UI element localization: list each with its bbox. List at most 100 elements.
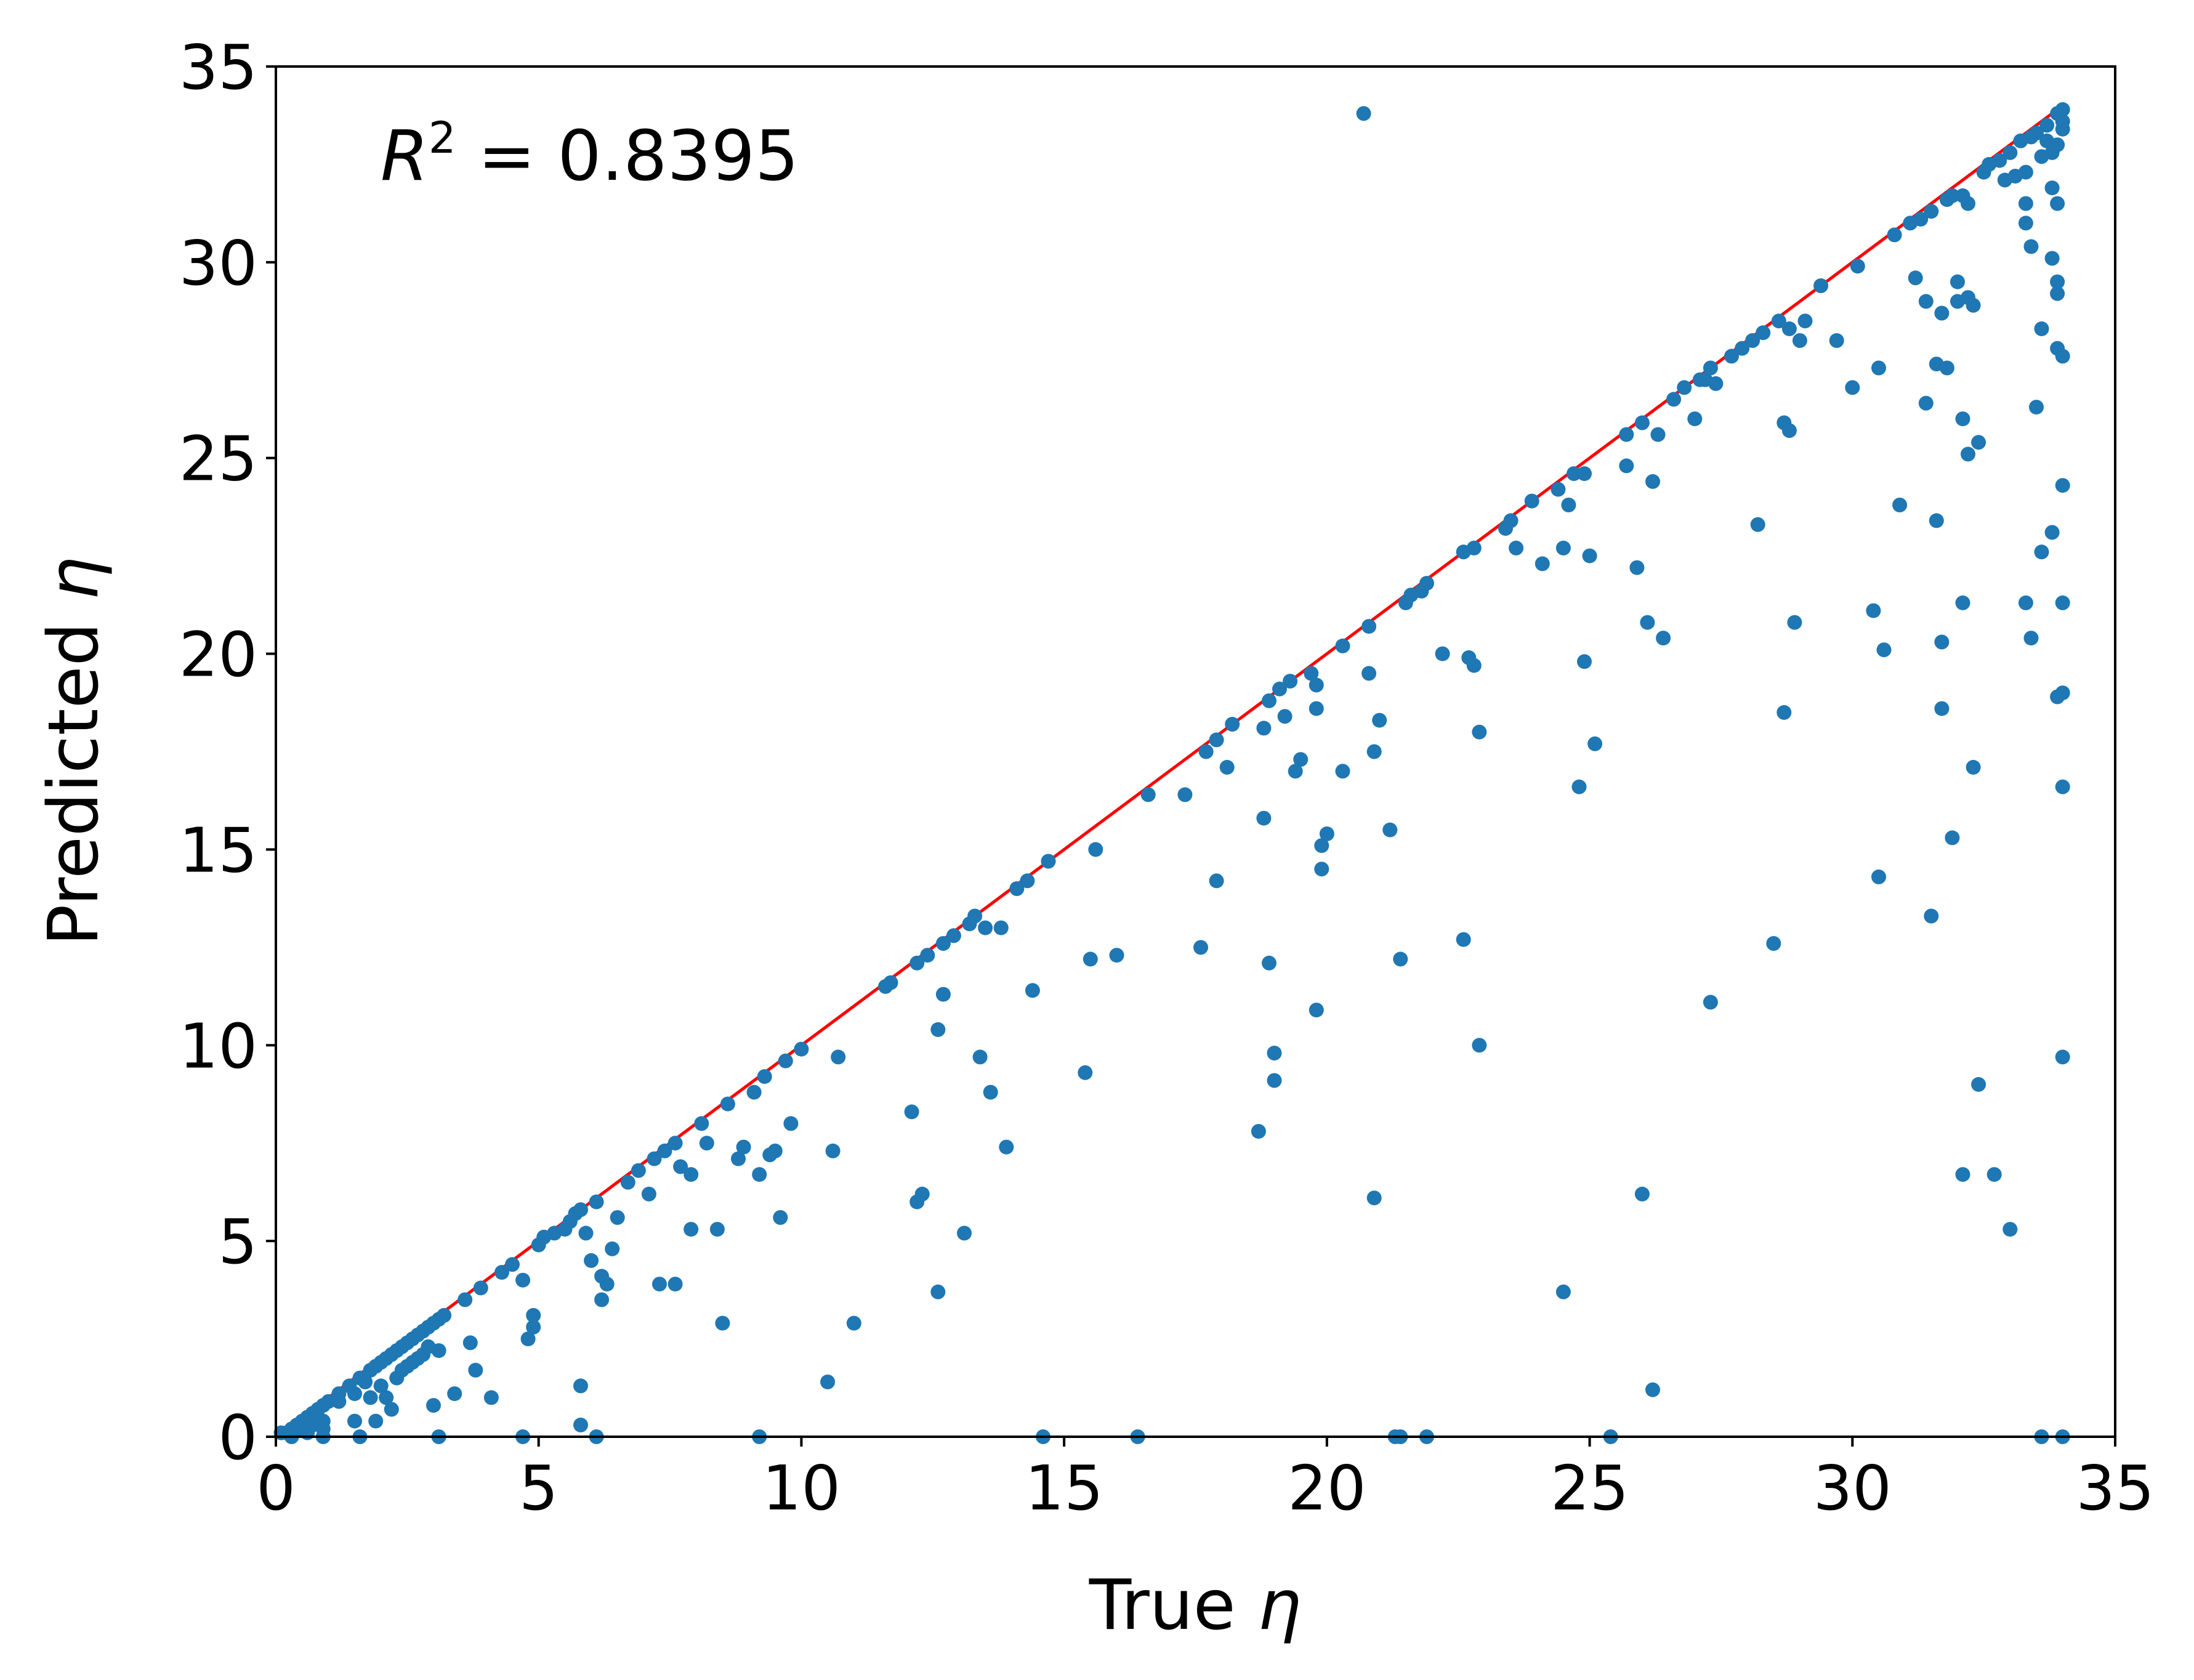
data-point (1524, 493, 1539, 509)
data-point (1288, 764, 1303, 779)
data-point (1025, 983, 1040, 998)
data-point (909, 955, 925, 971)
data-point (731, 1151, 746, 1166)
data-point (1267, 1046, 1282, 1060)
data-point (983, 1084, 998, 1100)
data-point (1687, 411, 1703, 427)
data-point (1777, 705, 1792, 720)
data-point (347, 1386, 362, 1402)
y-axis-label-text: Predicted (34, 622, 114, 946)
data-point (1309, 1003, 1324, 1018)
data-point (2055, 478, 2070, 493)
data-point (709, 1222, 725, 1237)
data-point (930, 1022, 946, 1037)
r-squared-annotation: R2 = 0.8395 (381, 113, 799, 196)
data-point (578, 1226, 594, 1241)
data-point (520, 1331, 536, 1347)
data-point (321, 1394, 336, 1409)
data-point (1577, 654, 1592, 669)
data-point (1262, 955, 1276, 971)
r-squared-value: = 0.8395 (456, 116, 799, 196)
data-point (1876, 642, 1892, 658)
data-point (631, 1163, 646, 1178)
data-point (1797, 313, 1813, 329)
data-point (1419, 576, 1434, 591)
data-point (1551, 482, 1566, 497)
data-point (1314, 862, 1329, 877)
data-point (1503, 513, 1518, 528)
data-point (699, 1136, 714, 1151)
data-point (720, 1096, 735, 1112)
data-point (589, 1194, 604, 1210)
data-point (347, 1413, 362, 1429)
data-point (684, 1222, 699, 1237)
data-point (1934, 305, 1950, 321)
data-point (526, 1307, 541, 1323)
data-point (1887, 227, 1902, 243)
data-point (573, 1202, 588, 1218)
data-point (914, 1186, 930, 1201)
data-point (1587, 736, 1603, 751)
data-point (1866, 603, 1881, 618)
data-point (1335, 638, 1350, 653)
data-point (526, 1320, 541, 1335)
data-point (746, 1084, 762, 1100)
data-point (1750, 517, 1765, 532)
data-point (930, 1284, 946, 1299)
data-point (363, 1390, 378, 1405)
data-point (2023, 239, 2039, 254)
data-point (667, 1277, 683, 1292)
data-point (1934, 701, 1950, 716)
data-point (2044, 251, 2060, 266)
data-point (2029, 126, 2044, 141)
data-point (2023, 631, 2039, 646)
x-tick-label: 15 (1025, 1452, 1103, 1524)
data-point (2002, 145, 2018, 160)
data-point (1225, 717, 1240, 732)
data-point (1918, 395, 1934, 411)
y-tick-label: 10 (179, 1010, 257, 1082)
data-point (394, 1362, 409, 1378)
data-point (1792, 333, 1807, 348)
data-point (384, 1402, 399, 1417)
data-point (1634, 415, 1650, 430)
data-point (358, 1375, 373, 1389)
data-point (1083, 951, 1098, 967)
data-point (458, 1292, 473, 1307)
data-point (599, 1277, 615, 1292)
x-tick-label: 35 (2076, 1452, 2154, 1524)
data-point (2044, 180, 2060, 196)
data-point (1961, 446, 1975, 462)
x-axis-label: True η (1089, 1565, 1301, 1646)
data-point (1293, 752, 1309, 767)
data-point (1966, 759, 1981, 775)
data-point (831, 1049, 846, 1065)
data-point (736, 1139, 751, 1155)
data-point (447, 1386, 462, 1402)
data-point (1109, 948, 1124, 963)
data-point (1466, 658, 1482, 673)
data-point (379, 1390, 394, 1405)
data-point (1198, 744, 1214, 759)
data-point (2055, 349, 2070, 364)
data-point (1787, 615, 1802, 630)
data-point (1472, 1038, 1487, 1053)
data-point (373, 1378, 389, 1394)
data-point (1934, 634, 1950, 650)
data-point (1924, 204, 1939, 219)
data-point (1992, 153, 2007, 168)
data-point (2055, 114, 2070, 129)
data-point (1756, 325, 1771, 341)
data-point (1924, 908, 1939, 924)
data-point (1309, 701, 1324, 716)
data-point (1582, 548, 1597, 563)
data-point (2055, 685, 2070, 701)
data-point (1209, 732, 1224, 748)
x-tick-label: 20 (1288, 1452, 1366, 1524)
data-point (1314, 838, 1329, 854)
data-point (1971, 435, 1986, 450)
data-point (2018, 196, 2033, 211)
data-point (2055, 102, 2070, 117)
data-point (978, 920, 993, 935)
data-point (1703, 360, 1718, 376)
